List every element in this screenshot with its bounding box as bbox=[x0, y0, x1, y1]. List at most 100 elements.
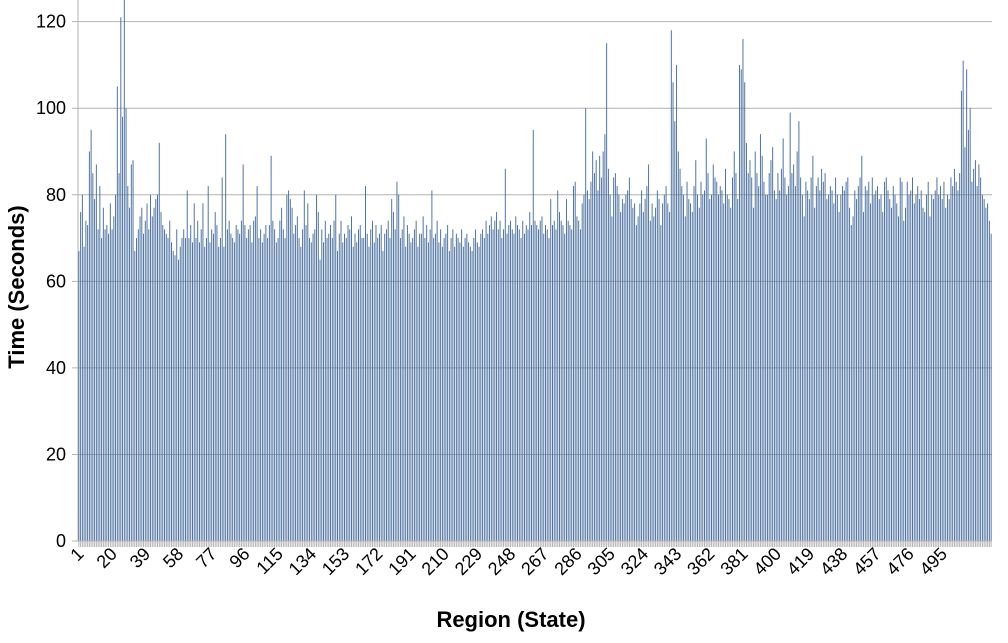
bar bbox=[798, 121, 800, 542]
bar bbox=[808, 199, 810, 541]
bar bbox=[891, 207, 892, 542]
bar bbox=[436, 220, 438, 542]
bar bbox=[649, 220, 651, 542]
bar bbox=[440, 229, 442, 541]
bar bbox=[532, 129, 534, 541]
bar bbox=[368, 246, 370, 541]
bar bbox=[108, 233, 110, 541]
bar bbox=[849, 207, 851, 542]
bar bbox=[819, 190, 821, 541]
bar bbox=[877, 186, 879, 541]
bar bbox=[363, 238, 365, 542]
bar bbox=[700, 181, 702, 541]
x-tick-label: 134 bbox=[285, 544, 320, 579]
bar bbox=[413, 229, 415, 541]
bar bbox=[242, 164, 244, 541]
bar bbox=[681, 186, 683, 541]
bar bbox=[714, 177, 716, 541]
bar bbox=[625, 194, 627, 541]
bar bbox=[983, 199, 985, 541]
bar bbox=[274, 229, 276, 541]
bar bbox=[571, 229, 573, 541]
bar bbox=[637, 216, 639, 541]
bar bbox=[733, 151, 735, 542]
bar bbox=[962, 60, 964, 542]
bar bbox=[384, 233, 386, 541]
bar bbox=[634, 203, 636, 542]
bar bbox=[670, 30, 672, 542]
x-tick-label: 362 bbox=[683, 544, 718, 579]
bar bbox=[604, 134, 606, 542]
bar bbox=[974, 160, 976, 541]
bar bbox=[511, 229, 513, 541]
bar bbox=[967, 129, 969, 541]
bar bbox=[265, 225, 267, 541]
bar bbox=[901, 181, 903, 541]
bar bbox=[230, 233, 232, 541]
bar bbox=[279, 220, 281, 542]
bar bbox=[918, 199, 920, 541]
bar bbox=[237, 229, 239, 541]
bar bbox=[247, 229, 249, 541]
bar bbox=[847, 177, 849, 541]
x-tick-label: 400 bbox=[750, 544, 785, 579]
bar bbox=[705, 138, 707, 541]
bar bbox=[233, 242, 235, 541]
bar bbox=[550, 199, 552, 541]
bar bbox=[592, 151, 594, 542]
bar bbox=[366, 233, 368, 541]
bar bbox=[218, 246, 220, 541]
bar bbox=[510, 220, 512, 542]
bar bbox=[324, 220, 326, 542]
bar bbox=[146, 203, 148, 542]
bar bbox=[943, 181, 945, 541]
bar bbox=[752, 207, 754, 542]
bar bbox=[976, 186, 978, 541]
bar bbox=[875, 190, 877, 541]
bar bbox=[445, 233, 447, 541]
bar bbox=[197, 220, 199, 542]
bar bbox=[836, 194, 838, 541]
bar bbox=[801, 194, 803, 541]
bar bbox=[179, 246, 181, 541]
bar bbox=[115, 194, 117, 541]
bar bbox=[868, 181, 870, 541]
bar bbox=[572, 186, 574, 541]
bar bbox=[240, 220, 242, 542]
bar bbox=[450, 238, 452, 542]
bar bbox=[478, 246, 480, 541]
bar bbox=[462, 246, 464, 541]
bar bbox=[296, 216, 298, 541]
bar bbox=[148, 229, 150, 541]
bar bbox=[728, 199, 730, 541]
bar bbox=[345, 238, 347, 542]
bar bbox=[773, 190, 775, 541]
bar bbox=[102, 207, 104, 542]
bar bbox=[763, 181, 765, 541]
bar bbox=[506, 233, 508, 541]
bar bbox=[665, 186, 667, 541]
bar bbox=[653, 216, 655, 541]
bar bbox=[443, 238, 445, 542]
bar bbox=[555, 229, 557, 541]
bar bbox=[447, 225, 449, 541]
bar bbox=[365, 186, 366, 541]
bar bbox=[791, 173, 793, 541]
bar bbox=[660, 225, 662, 541]
bar bbox=[744, 82, 746, 541]
bar bbox=[856, 199, 858, 541]
bar bbox=[396, 181, 398, 541]
bar bbox=[483, 238, 485, 542]
bar bbox=[927, 181, 929, 541]
bar bbox=[305, 225, 307, 541]
bar bbox=[490, 216, 492, 541]
bar bbox=[207, 186, 209, 541]
bar bbox=[354, 233, 356, 541]
bar bbox=[80, 212, 82, 541]
bar bbox=[981, 194, 983, 541]
bar bbox=[751, 177, 753, 541]
bar bbox=[959, 173, 961, 541]
bar bbox=[284, 238, 286, 542]
x-axis-title: Region (State) bbox=[436, 607, 585, 632]
bar bbox=[169, 220, 171, 542]
